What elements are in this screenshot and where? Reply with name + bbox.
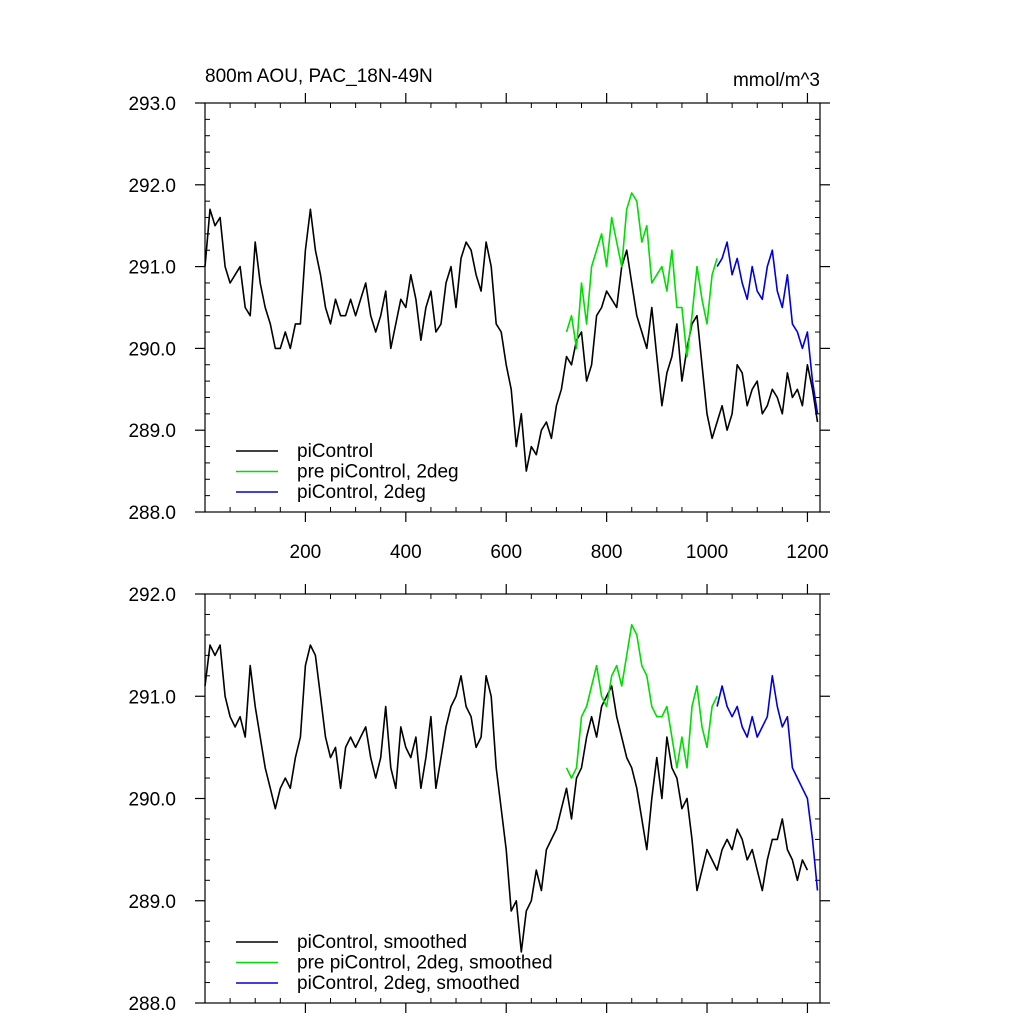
series-line-bottom-2 bbox=[716, 674, 819, 891]
axes-top: 200 400 600 800 1000 1200 288.0 289.0 290.0 291.0… bbox=[128, 93, 830, 563]
y-tick-label: 290.0 bbox=[128, 339, 176, 360]
legend-label: piControl, smoothed bbox=[297, 932, 467, 953]
y-tick-label: 292.0 bbox=[128, 585, 176, 606]
y-tick-label: 291.0 bbox=[128, 687, 176, 708]
y-tick-label: 289.0 bbox=[128, 892, 176, 913]
x-tick-label: 200 bbox=[290, 542, 322, 563]
y-tick-label: 289.0 bbox=[128, 421, 176, 442]
y-tick-label: 292.0 bbox=[128, 176, 176, 197]
y-tick-label: 290.0 bbox=[128, 790, 176, 811]
y-tick-label: 288.0 bbox=[128, 994, 176, 1015]
y-tick-label: 288.0 bbox=[128, 503, 176, 524]
x-tick-label: 800 bbox=[591, 542, 623, 563]
x-tick-label: 400 bbox=[390, 542, 422, 563]
legend-label: pre piControl, 2deg bbox=[297, 462, 459, 483]
legend-label: piControl bbox=[297, 441, 373, 462]
series-line-top-0 bbox=[204, 208, 819, 472]
chart-title: 800m AOU, PAC_18N-49N bbox=[205, 66, 433, 87]
axes-bottom: 288.0 289.0 290.0 291.0 292.0 bbox=[128, 584, 830, 1015]
series-bottom bbox=[204, 623, 819, 953]
plot-frame-top bbox=[204, 102, 821, 513]
series-line-bottom-1 bbox=[565, 623, 718, 779]
series-line-bottom-0 bbox=[204, 644, 809, 953]
legend-label: piControl, 2deg bbox=[297, 482, 426, 503]
panel-bottom: 288.0 289.0 290.0 291.0 292.0 piControl, smo… bbox=[128, 584, 830, 1015]
x-tick-label: 600 bbox=[490, 542, 522, 563]
panel-top: 800m AOU, PAC_18N-49N mmol/m^3 200 400 600… bbox=[128, 66, 830, 563]
y-tick-label: 291.0 bbox=[128, 258, 176, 279]
y-tick-label: 293.0 bbox=[128, 94, 176, 115]
x-tick-label: 1000 bbox=[686, 542, 728, 563]
x-tick-label: 1200 bbox=[786, 542, 828, 563]
units-label: mmol/m^3 bbox=[733, 70, 820, 91]
legend-label: pre piControl, 2deg, smoothed bbox=[297, 953, 553, 974]
series-line-top-1 bbox=[565, 192, 718, 358]
legend-label: piControl, 2deg, smoothed bbox=[297, 973, 520, 994]
series-line-top-2 bbox=[716, 241, 819, 414]
series-top bbox=[204, 192, 819, 472]
